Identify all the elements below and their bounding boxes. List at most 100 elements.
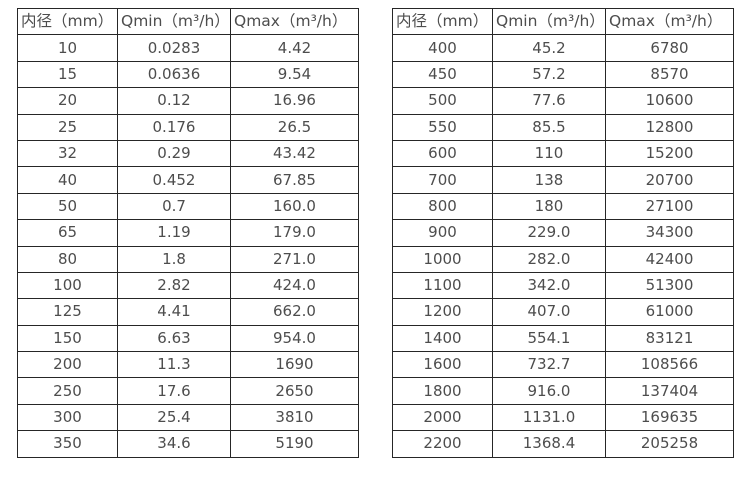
table-row: 550 85.5 12800 xyxy=(392,113,734,141)
table-cell: 1.19 xyxy=(117,219,231,247)
table-cell: 300 xyxy=(17,403,118,432)
table-cell: 282.0 xyxy=(492,245,606,273)
col-header: Qmin（m³/h） xyxy=(117,7,231,36)
table-row: 700 138 20700 xyxy=(392,166,734,194)
table-cell: 407.0 xyxy=(492,298,606,326)
table-cell: 1600 xyxy=(392,351,493,379)
table-cell: 2650 xyxy=(230,377,359,405)
table-cell: 1000 xyxy=(392,245,493,273)
table-cell: 40 xyxy=(17,166,118,194)
table-cell: 200 xyxy=(17,351,118,379)
table-cell: 800 xyxy=(392,192,493,221)
table-cell: 205258 xyxy=(605,430,734,458)
table-cell: 80 xyxy=(17,245,118,273)
table-row: 1600 732.7 108566 xyxy=(392,351,734,379)
col-header: Qmin（m³/h） xyxy=(492,7,606,36)
table-cell: 125 xyxy=(17,298,118,326)
table-cell: 67.85 xyxy=(230,166,359,194)
col-header: Qmax（m³/h） xyxy=(605,7,734,36)
table-row: 800 180 27100 xyxy=(392,192,734,221)
table-row: 1100 342.0 51300 xyxy=(392,271,734,300)
table-row: 600 110 15200 xyxy=(392,139,734,168)
table-cell: 138 xyxy=(492,166,606,194)
table-cell: 27100 xyxy=(605,192,734,221)
table-cell: 342.0 xyxy=(492,271,606,300)
table-cell: 42400 xyxy=(605,245,734,273)
table-row: 125 4.41 662.0 xyxy=(17,298,359,326)
table-cell: 45.2 xyxy=(492,34,606,62)
table-cell: 400 xyxy=(392,34,493,62)
table-cell: 26.5 xyxy=(230,113,359,141)
header-row: 内径（mm） Qmin（m³/h） Qmax（m³/h） xyxy=(392,7,734,36)
table-cell: 600 xyxy=(392,139,493,168)
table-cell: 229.0 xyxy=(492,219,606,247)
table-cell: 65 xyxy=(17,219,118,247)
table-cell: 25 xyxy=(17,113,118,141)
table-row: 400 45.2 6780 xyxy=(392,34,734,62)
col-header: 内径（mm） xyxy=(392,7,493,36)
table-cell: 9.54 xyxy=(230,60,359,89)
table-cell: 17.6 xyxy=(117,377,231,405)
table-cell: 77.6 xyxy=(492,87,606,115)
table-row: 350 34.6 5190 xyxy=(17,430,359,458)
table-cell: 271.0 xyxy=(230,245,359,273)
table-header: 内径（mm） Qmin（m³/h） Qmax（m³/h） xyxy=(392,7,734,36)
table-row: 65 1.19 179.0 xyxy=(17,219,359,247)
table-cell: 11.3 xyxy=(117,351,231,379)
table-cell: 8570 xyxy=(605,60,734,89)
table-row: 300 25.4 3810 xyxy=(17,403,359,432)
table-row: 1800 916.0 137404 xyxy=(392,377,734,405)
table-cell: 100 xyxy=(17,271,118,300)
table-row: 500 77.6 10600 xyxy=(392,87,734,115)
tables-container: 内径（mm） Qmin（m³/h） Qmax（m³/h） 10 0.0283 4.42 1… xyxy=(17,7,734,458)
table-body: 10 0.0283 4.42 15 0.0636 9.54 20 0.12 16.96 25 0.1… xyxy=(17,34,359,458)
table-row: 50 0.7 160.0 xyxy=(17,192,359,221)
table-cell: 137404 xyxy=(605,377,734,405)
table-cell: 108566 xyxy=(605,351,734,379)
table-cell: 169635 xyxy=(605,403,734,432)
table-row: 250 17.6 2650 xyxy=(17,377,359,405)
table-row: 150 6.63 954.0 xyxy=(17,324,359,353)
table-cell: 900 xyxy=(392,219,493,247)
table-cell: 50 xyxy=(17,192,118,221)
table-cell: 57.2 xyxy=(492,60,606,89)
table-row: 25 0.176 26.5 xyxy=(17,113,359,141)
table-cell: 83121 xyxy=(605,324,734,353)
table-cell: 160.0 xyxy=(230,192,359,221)
table-row: 2000 1131.0 169635 xyxy=(392,403,734,432)
table-cell: 20700 xyxy=(605,166,734,194)
table-row: 80 1.8 271.0 xyxy=(17,245,359,273)
table-cell: 450 xyxy=(392,60,493,89)
table-cell: 1.8 xyxy=(117,245,231,273)
table-row: 1000 282.0 42400 xyxy=(392,245,734,273)
table-cell: 1131.0 xyxy=(492,403,606,432)
col-header: 内径（mm） xyxy=(17,7,118,36)
table-cell: 554.1 xyxy=(492,324,606,353)
table-cell: 110 xyxy=(492,139,606,168)
table-cell: 15200 xyxy=(605,139,734,168)
table-cell: 1690 xyxy=(230,351,359,379)
table-body: 400 45.2 6780 450 57.2 8570 500 77.6 10600 550 85.… xyxy=(392,34,734,458)
flow-spec-table-small-diameters: 内径（mm） Qmin（m³/h） Qmax（m³/h） 10 0.0283 4.42 1… xyxy=(17,7,359,458)
table-cell: 15 xyxy=(17,60,118,89)
table-cell: 10600 xyxy=(605,87,734,115)
table-cell: 916.0 xyxy=(492,377,606,405)
table-cell: 2200 xyxy=(392,430,493,458)
table-cell: 1100 xyxy=(392,271,493,300)
table-cell: 5190 xyxy=(230,430,359,458)
table-cell: 16.96 xyxy=(230,87,359,115)
table-row: 40 0.452 67.85 xyxy=(17,166,359,194)
table-row: 1200 407.0 61000 xyxy=(392,298,734,326)
table-cell: 34300 xyxy=(605,219,734,247)
table-row: 32 0.29 43.42 xyxy=(17,139,359,168)
table-cell: 1400 xyxy=(392,324,493,353)
table-cell: 0.29 xyxy=(117,139,231,168)
table-cell: 424.0 xyxy=(230,271,359,300)
table-cell: 6.63 xyxy=(117,324,231,353)
table-cell: 43.42 xyxy=(230,139,359,168)
table-row: 450 57.2 8570 xyxy=(392,60,734,89)
table-cell: 0.0636 xyxy=(117,60,231,89)
header-row: 内径（mm） Qmin（m³/h） Qmax（m³/h） xyxy=(17,7,359,36)
table-cell: 180 xyxy=(492,192,606,221)
col-header: Qmax（m³/h） xyxy=(230,7,359,36)
